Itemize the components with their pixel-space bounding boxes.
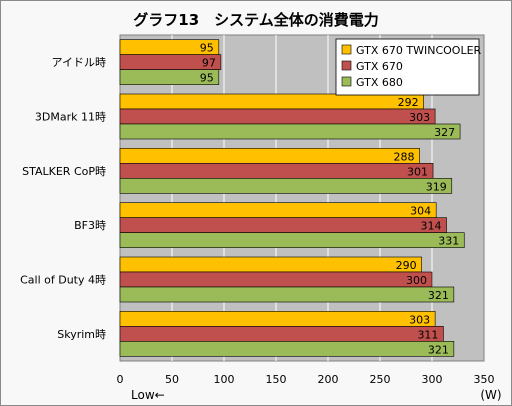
data-label: 304: [410, 205, 431, 218]
data-label: 311: [417, 328, 438, 341]
x-tick-label: 350: [474, 373, 495, 386]
x-tick-label: 300: [422, 373, 443, 386]
data-label: 321: [428, 289, 449, 302]
data-label: 327: [434, 126, 455, 139]
bar: [119, 148, 420, 164]
bar: [119, 311, 436, 327]
data-label: 95: [200, 42, 214, 55]
data-label: 303: [409, 111, 430, 124]
bar: [119, 69, 220, 85]
data-label: 319: [426, 180, 447, 193]
x-tick-label: 100: [214, 373, 235, 386]
data-label: 314: [421, 220, 442, 233]
bar: [119, 232, 465, 248]
data-label: 331: [438, 235, 459, 248]
legend-swatch: [341, 60, 352, 71]
category-label: アイドル時: [52, 56, 106, 69]
bar: [119, 217, 447, 233]
category-label: Skyrim時: [57, 328, 106, 341]
x-tick-label: 200: [318, 373, 339, 386]
data-label: 288: [394, 150, 415, 163]
bar: [119, 123, 461, 140]
data-label: 290: [396, 259, 417, 272]
x-tick-label: 250: [370, 373, 391, 386]
bar: [119, 326, 444, 342]
legend-label: GTX 670 TWINCOOLER: [356, 44, 482, 57]
x-tick-label: 150: [266, 373, 287, 386]
data-label: 97: [202, 57, 216, 70]
data-label: 95: [200, 72, 214, 85]
bar: [119, 93, 424, 110]
x-axis-label: Low←: [131, 388, 165, 402]
legend-label: GTX 670: [356, 60, 403, 73]
category-labels: アイドル時 3DMark 11時 STALKER CoP時 BF3時 Call of D…: [20, 56, 106, 341]
bar: [119, 256, 422, 273]
x-tick-label: 0: [117, 373, 124, 386]
legend-swatch: [341, 44, 352, 55]
category-label: STALKER CoP時: [22, 165, 106, 178]
chart-title: グラフ13 システム全体の消費電力: [133, 11, 378, 29]
legend-box: [335, 38, 480, 96]
unit-label: (W): [480, 388, 501, 402]
legend: GTX 670 TWINCOOLER GTX 670 GTX 680: [335, 38, 482, 96]
bar: [119, 202, 437, 218]
data-label: 292: [398, 96, 419, 109]
data-label: 321: [428, 343, 449, 356]
bar: [119, 108, 436, 125]
data-label: 303: [409, 313, 430, 326]
data-label: 300: [406, 274, 427, 287]
category-label: Call of Duty 4時: [20, 274, 106, 287]
bars: 9597952923033272883013193043143312903003…: [119, 39, 465, 357]
bar: [119, 178, 453, 194]
legend-swatch: [341, 76, 352, 87]
bar: [119, 341, 455, 357]
legend-label: GTX 680: [356, 76, 403, 89]
category-label: 3DMark 11時: [35, 111, 106, 124]
data-label: 301: [407, 165, 428, 178]
bar: [119, 163, 434, 179]
bar: [119, 286, 455, 303]
x-tick-labels: 0 50 100 150 200 250 300 350: [117, 373, 495, 386]
bar: [119, 271, 433, 288]
x-tick-label: 50: [165, 373, 179, 386]
category-label: BF3時: [74, 219, 106, 232]
